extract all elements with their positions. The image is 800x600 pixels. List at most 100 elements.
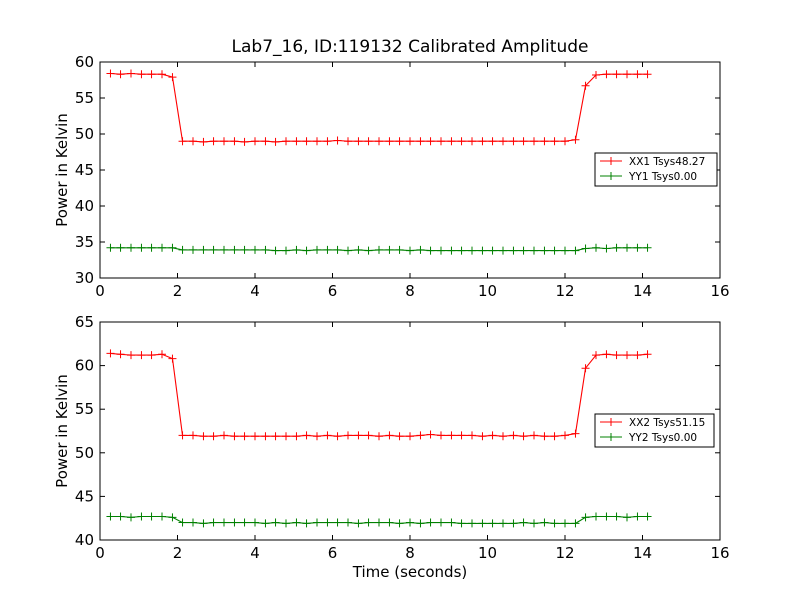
data-point-marker bbox=[416, 519, 425, 528]
data-point-marker bbox=[292, 432, 301, 441]
data-point-marker bbox=[447, 518, 456, 527]
data-point-marker bbox=[592, 70, 600, 79]
data-point-marker bbox=[168, 243, 177, 252]
data-point-marker bbox=[561, 519, 569, 528]
data-point-marker bbox=[602, 512, 611, 521]
plot-area-series bbox=[106, 349, 652, 528]
data-point-marker bbox=[530, 431, 538, 440]
data-point-marker bbox=[406, 518, 414, 527]
data-point-marker bbox=[251, 245, 259, 254]
data-point-marker bbox=[375, 137, 383, 146]
data-point-marker bbox=[612, 70, 621, 79]
legend-label: XX2 Tsys51.15 bbox=[629, 417, 705, 429]
data-point-marker bbox=[468, 137, 476, 146]
data-point-marker bbox=[220, 137, 228, 146]
x-tick-label: 14 bbox=[633, 282, 652, 300]
data-point-marker bbox=[581, 81, 590, 90]
data-point-marker bbox=[540, 518, 549, 527]
data-point-marker bbox=[189, 518, 197, 527]
y-tick-label: 40 bbox=[75, 531, 94, 549]
data-point-marker bbox=[488, 246, 497, 255]
legend-label: XX1 Tsys48.27 bbox=[629, 156, 705, 168]
data-point-marker bbox=[602, 70, 611, 79]
data-point-marker bbox=[509, 137, 518, 146]
data-point-marker bbox=[333, 136, 342, 145]
data-point-marker bbox=[302, 519, 311, 528]
data-point-marker bbox=[261, 245, 270, 254]
y-tick-label: 45 bbox=[75, 161, 94, 179]
data-point-marker bbox=[437, 246, 445, 255]
data-point-marker bbox=[612, 351, 621, 360]
data-point-marker bbox=[158, 243, 166, 252]
x-tick-label: 16 bbox=[710, 544, 729, 562]
data-point-marker bbox=[602, 350, 611, 359]
data-point-marker bbox=[178, 137, 187, 146]
data-point-marker bbox=[478, 137, 487, 146]
data-point-marker bbox=[344, 137, 352, 146]
data-point-marker bbox=[530, 246, 538, 255]
data-point-marker bbox=[406, 246, 414, 255]
data-point-marker bbox=[209, 245, 218, 254]
data-point-marker bbox=[426, 518, 435, 527]
data-point-marker bbox=[313, 518, 321, 527]
data-point-marker bbox=[251, 137, 259, 146]
data-point-marker bbox=[457, 519, 466, 528]
data-point-marker bbox=[395, 432, 404, 441]
data-point-marker bbox=[457, 246, 466, 255]
data-point-marker bbox=[344, 518, 352, 527]
data-point-marker bbox=[385, 137, 394, 146]
data-point-marker bbox=[189, 137, 197, 146]
legend-marker bbox=[607, 418, 615, 426]
data-point-marker bbox=[499, 246, 507, 255]
data-point-marker bbox=[323, 137, 332, 146]
data-point-marker bbox=[271, 518, 280, 527]
data-point-marker bbox=[395, 519, 404, 528]
data-point-marker bbox=[416, 245, 425, 254]
y-axis-label: Power in Kelvin bbox=[53, 113, 71, 227]
y-tick-label: 45 bbox=[75, 487, 94, 505]
data-point-marker bbox=[106, 69, 115, 78]
data-point-marker bbox=[251, 432, 259, 441]
data-point-marker bbox=[333, 432, 342, 441]
data-point-marker bbox=[271, 137, 280, 146]
data-point-marker bbox=[106, 243, 115, 252]
data-point-marker bbox=[623, 243, 631, 252]
data-point-marker bbox=[612, 512, 621, 521]
data-point-marker bbox=[251, 518, 259, 527]
data-point-marker bbox=[137, 351, 146, 360]
data-point-marker bbox=[509, 519, 518, 528]
x-tick-label: 10 bbox=[478, 282, 497, 300]
data-point-marker bbox=[282, 519, 290, 528]
data-point-marker bbox=[468, 431, 476, 440]
data-point-marker bbox=[189, 245, 197, 254]
legend-marker bbox=[607, 433, 615, 441]
data-point-marker bbox=[416, 137, 425, 146]
data-point-marker bbox=[137, 512, 146, 521]
data-point-marker bbox=[147, 70, 156, 79]
legend: XX2 Tsys51.15 YY2 Tsys0.00 bbox=[594, 413, 715, 448]
data-point-marker bbox=[302, 137, 311, 146]
data-point-marker bbox=[530, 519, 538, 528]
data-point-marker bbox=[271, 246, 280, 255]
data-point-marker bbox=[468, 246, 476, 255]
data-point-marker bbox=[147, 243, 156, 252]
data-point-marker bbox=[364, 518, 373, 527]
data-point-marker bbox=[530, 137, 538, 146]
data-point-marker bbox=[612, 243, 621, 252]
data-point-marker bbox=[385, 245, 394, 254]
data-point-marker bbox=[488, 431, 497, 440]
data-point-marker bbox=[478, 519, 487, 528]
data-point-marker bbox=[561, 431, 569, 440]
data-point-marker bbox=[199, 245, 208, 254]
data-point-marker bbox=[313, 137, 321, 146]
data-point-marker bbox=[209, 432, 218, 441]
legend-marker bbox=[607, 157, 615, 165]
x-tick-label: 0 bbox=[95, 282, 105, 300]
data-point-marker bbox=[519, 137, 528, 146]
data-point-marker bbox=[333, 245, 342, 254]
y-tick-label: 50 bbox=[75, 125, 94, 143]
data-point-marker bbox=[633, 512, 642, 521]
data-point-marker bbox=[106, 349, 115, 358]
data-point-marker bbox=[643, 512, 652, 521]
y-tick-label: 60 bbox=[75, 53, 94, 71]
